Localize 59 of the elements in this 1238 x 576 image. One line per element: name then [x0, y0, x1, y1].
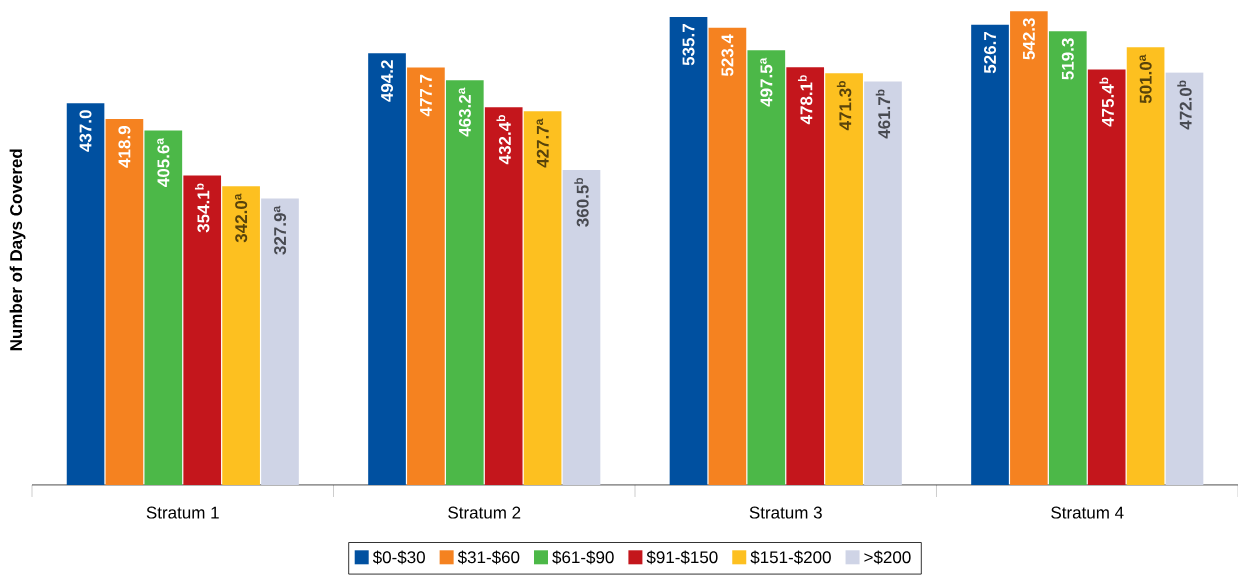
- data-label: 432.4$^{b}$: [496, 115, 511, 165]
- legend-label: $0-$30: [372, 550, 425, 565]
- bar: [1126, 47, 1165, 485]
- data-label: 463.2$^{a}$: [458, 87, 471, 137]
- bar: [825, 73, 863, 485]
- data-label: 437.0: [79, 110, 92, 152]
- bar: [183, 175, 222, 485]
- y-axis-title: Number of Days Covered: [9, 149, 26, 351]
- bar: [222, 186, 260, 485]
- bar: [261, 198, 299, 485]
- data-label: 342.0$^{a}$: [234, 193, 248, 243]
- bar: [105, 118, 144, 485]
- data-label: 471.3$^{b}$: [836, 81, 852, 131]
- data-label: 526.7: [984, 31, 997, 74]
- data-label: 472.0$^{b}$: [1177, 80, 1192, 130]
- data-label: 478.1$^{b}$: [797, 75, 813, 125]
- data-label: 494.2: [381, 60, 394, 102]
- x-tick-label: Stratum 1: [146, 506, 219, 519]
- data-label: 523.4: [721, 34, 734, 77]
- data-label: 519.3: [1061, 38, 1074, 80]
- bar: [368, 53, 406, 485]
- data-label: 542.3: [1022, 18, 1035, 60]
- bar: [407, 67, 445, 485]
- x-tick-label: Stratum 3: [749, 506, 822, 519]
- bar: [864, 81, 902, 485]
- data-label: 427.7$^{a}$: [536, 118, 549, 168]
- bar: [747, 50, 786, 485]
- bar: [1048, 31, 1087, 485]
- bar: [708, 27, 747, 485]
- legend-label: $61-$90: [552, 550, 614, 565]
- bar: [144, 130, 183, 485]
- bar: [523, 111, 562, 485]
- bar: [971, 24, 1009, 485]
- x-tick-label: Stratum 4: [1051, 506, 1124, 519]
- data-label: 477.7: [420, 74, 432, 117]
- data-label: 418.9: [118, 126, 131, 168]
- legend-label: $151-$200: [750, 550, 831, 565]
- bar: [562, 170, 601, 485]
- bar: [445, 80, 484, 485]
- bar: [66, 103, 105, 485]
- bar: [786, 67, 825, 485]
- data-label: 497.5$^{a}$: [760, 57, 773, 107]
- data-label: 360.5$^{b}$: [574, 177, 589, 227]
- legend-label: >$200: [864, 550, 911, 565]
- legend-label: $91-$150: [646, 550, 718, 565]
- data-label: 354.1$^{b}$: [194, 183, 210, 233]
- data-label: 327.9$^{a}$: [273, 205, 287, 255]
- data-label: 461.7$^{b}$: [875, 89, 891, 139]
- data-label: 501.0$^{a}$: [1139, 54, 1152, 104]
- bar: [1165, 72, 1204, 485]
- data-label: 405.6$^{a}$: [157, 137, 170, 187]
- x-tick-label: Stratum 2: [448, 506, 521, 519]
- bar: [669, 16, 708, 485]
- legend-label: $31-$60: [457, 550, 520, 565]
- bar: [484, 107, 523, 485]
- bar: [1087, 69, 1126, 485]
- data-label: 475.4$^{b}$: [1099, 77, 1114, 127]
- bar: [1010, 11, 1048, 485]
- data-label: 535.7: [682, 24, 695, 66]
